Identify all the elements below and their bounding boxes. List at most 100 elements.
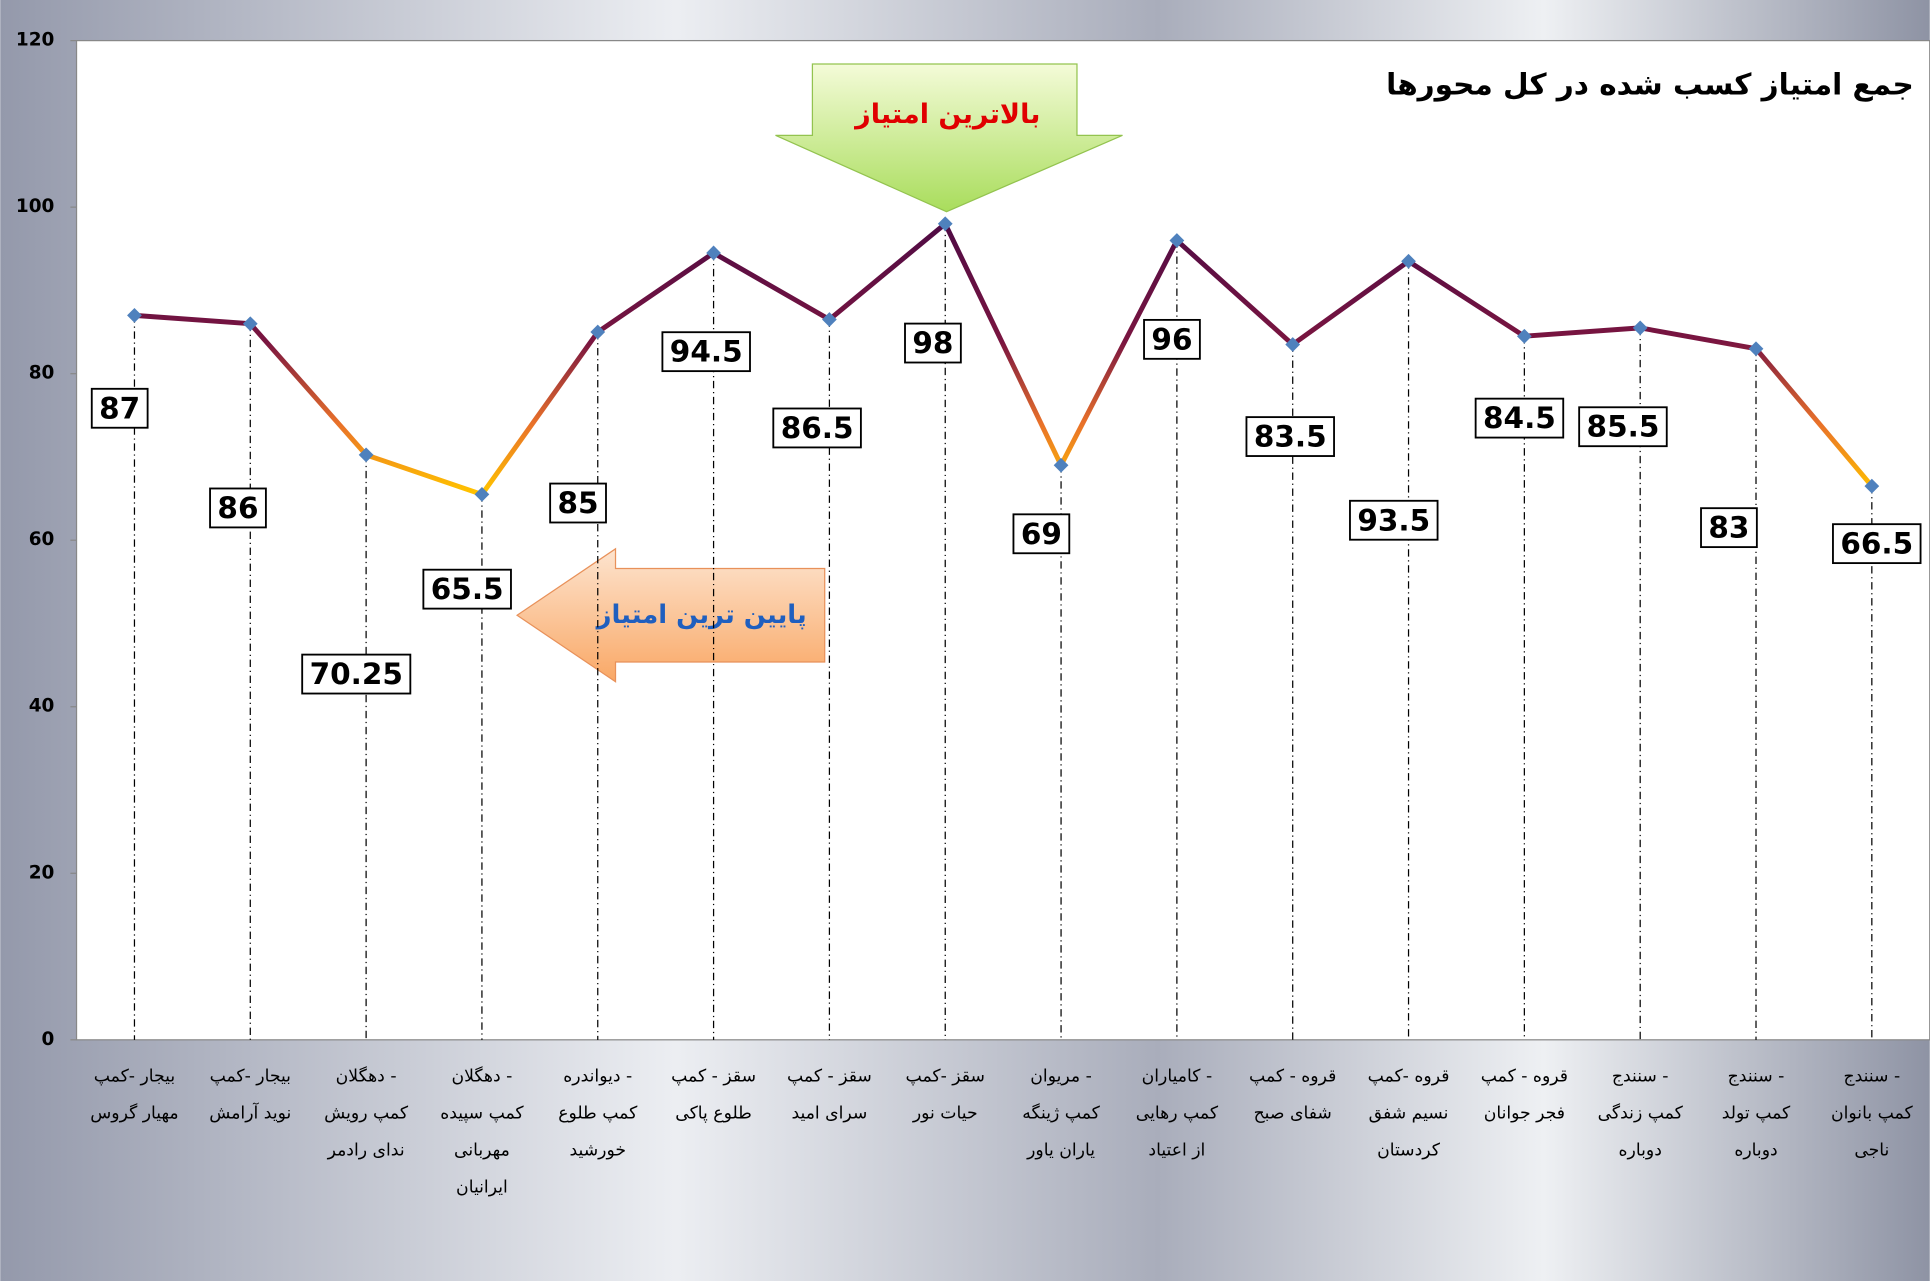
x-tick-line: قروه - کمپ	[1249, 1067, 1336, 1087]
marker	[1516, 328, 1532, 344]
data-label: 86	[217, 491, 258, 525]
x-tick-label: بیجار -کمپ مهیار گروس	[90, 1067, 178, 1124]
annotation-arrow	[515, 547, 826, 683]
y-tick-label: 40	[29, 696, 55, 717]
data-label: 85.5	[1587, 410, 1660, 444]
y-tick-label: 60	[29, 529, 55, 550]
chart-title: جمع امتیاز کسب شده در کل محورها	[1386, 68, 1914, 102]
data-label: 86.5	[781, 411, 854, 445]
x-tick-label: سنندج - کمپ زندگی دوباره	[1598, 1067, 1684, 1161]
data-label-box	[90, 387, 149, 429]
x-tick-line: مهیار گروس	[90, 1103, 178, 1124]
x-tick-line: کمپ تولد	[1722, 1104, 1791, 1124]
x-tick-line: یاران یاور	[1026, 1141, 1095, 1161]
x-tick-line: سنندج -	[1844, 1067, 1901, 1087]
data-label: 83.5	[1254, 420, 1327, 454]
marker	[706, 245, 721, 261]
x-tick-label: سنندج - کمپ تولد دوباره	[1722, 1067, 1791, 1161]
x-tick-label: سقز - کمپ سرای امید	[787, 1067, 872, 1124]
data-label: 87	[99, 391, 140, 425]
x-tick-label: قروه -کمپ نسیم شفق کردستان	[1368, 1067, 1450, 1161]
x-tick-label: مریوان - کمپ ژینگه یاران یاور	[1022, 1067, 1100, 1161]
x-tick-line: دیواندره -	[563, 1067, 632, 1087]
data-label: 70.25	[310, 657, 403, 691]
marker	[1053, 457, 1069, 473]
y-tick-label: 100	[16, 196, 55, 217]
data-label: 84.5	[1483, 401, 1556, 435]
annotation: پایین ترین امتیاز	[595, 600, 807, 630]
data-label: 98	[912, 326, 953, 360]
y-tick-label: 120	[16, 30, 55, 51]
x-tick-label: دیواندره - کمپ طلوع خورشید	[558, 1067, 638, 1161]
data-label: 96	[1151, 322, 1192, 356]
x-tick-line: کمپ سپیده	[440, 1104, 524, 1124]
data-label: 66.5	[1840, 527, 1913, 561]
x-tick-line: از اعتیاد	[1148, 1141, 1205, 1161]
y-tick-label: 20	[29, 862, 55, 883]
x-tick-line: دوباره	[1619, 1141, 1662, 1161]
y-tick-label: 0	[42, 1029, 55, 1050]
x-tick-line: قروه -کمپ	[1368, 1067, 1450, 1087]
data-label-box	[1143, 318, 1201, 360]
x-tick-line: کمپ ژینگه	[1022, 1103, 1100, 1124]
annotation-arrow	[775, 63, 1123, 213]
data-label: 69	[1021, 517, 1062, 551]
x-tick-line: سقز - کمپ	[671, 1067, 756, 1087]
x-tick-line: سقز -کمپ	[906, 1067, 985, 1087]
data-label-box	[1349, 499, 1439, 541]
annotation: بالاترین امتیاز	[853, 99, 1040, 130]
data-label: 94.5	[670, 335, 743, 369]
x-tick-line: دهگلان -	[451, 1066, 512, 1087]
x-tick-line: دهگلان -	[336, 1066, 397, 1087]
x-tick-line: مهربانی	[454, 1141, 510, 1161]
x-tick-line: بیجار -کمپ	[210, 1067, 291, 1087]
data-label: 83	[1708, 511, 1749, 545]
x-tick-line: کمپ بانوان	[1831, 1104, 1913, 1124]
x-tick-line: طلوع پاکی	[675, 1104, 752, 1124]
data-line	[134, 221, 1874, 497]
marker	[127, 308, 142, 323]
x-tick-line: فجر جوانان	[1484, 1104, 1565, 1124]
x-tick-line: بیجار -کمپ	[94, 1067, 175, 1087]
marker	[590, 324, 606, 340]
x-tick-line: شفای صبح	[1254, 1104, 1332, 1124]
data-label-box	[1700, 507, 1758, 549]
x-tick-line: دوباره	[1734, 1141, 1777, 1161]
x-tick-line: کردستان	[1377, 1141, 1441, 1161]
x-tick-line: مریوان -	[1030, 1067, 1092, 1087]
data-label-box	[1474, 397, 1565, 439]
marker	[1285, 337, 1301, 352]
x-tick-line: ایرانیان	[456, 1177, 508, 1197]
x-tick-line: ندای رادمر	[327, 1141, 405, 1161]
x-tick-line: کمپ زندگی	[1598, 1103, 1684, 1124]
data-label: 65.5	[431, 572, 504, 606]
x-tick-line: قروه - کمپ	[1481, 1067, 1568, 1087]
marker	[474, 487, 490, 502]
x-tick-line: کمپ طلوع	[558, 1104, 638, 1124]
marker	[1169, 233, 1185, 248]
x-tick-line: کامیاران -	[1142, 1067, 1213, 1087]
x-tick-line: کمپ رهایی	[1136, 1104, 1219, 1124]
x-tick-label: سقز -کمپ حیات نور	[906, 1067, 985, 1124]
marker	[1864, 478, 1880, 494]
marker	[1748, 341, 1764, 357]
x-tick-line: نسیم شفق	[1369, 1104, 1449, 1124]
x-tick-line: سرای امید	[791, 1104, 867, 1124]
x-tick-label: سقز - کمپ طلوع پاکی	[671, 1067, 756, 1124]
data-label-box	[904, 322, 962, 364]
x-tick-label: دهگلان - کمپ رویش ندای رادمر	[324, 1066, 409, 1161]
x-tick-label: بیجار -کمپ نوید آرامش	[209, 1067, 291, 1124]
data-label-box	[772, 407, 862, 449]
data-label-box	[1832, 523, 1922, 565]
data-label-box	[1012, 513, 1071, 555]
x-tick-line: کمپ رویش	[324, 1104, 409, 1124]
x-tick-label: دهگلان - کمپ سپیده مهربانی ایرانیان	[440, 1066, 524, 1198]
data-label: 93.5	[1357, 503, 1430, 537]
plot-area	[75, 39, 1930, 1041]
data-label-box	[549, 482, 607, 524]
data-label-box	[422, 568, 512, 610]
data-label-box	[1245, 416, 1335, 457]
marker	[822, 312, 837, 327]
data-label-box	[301, 653, 412, 695]
